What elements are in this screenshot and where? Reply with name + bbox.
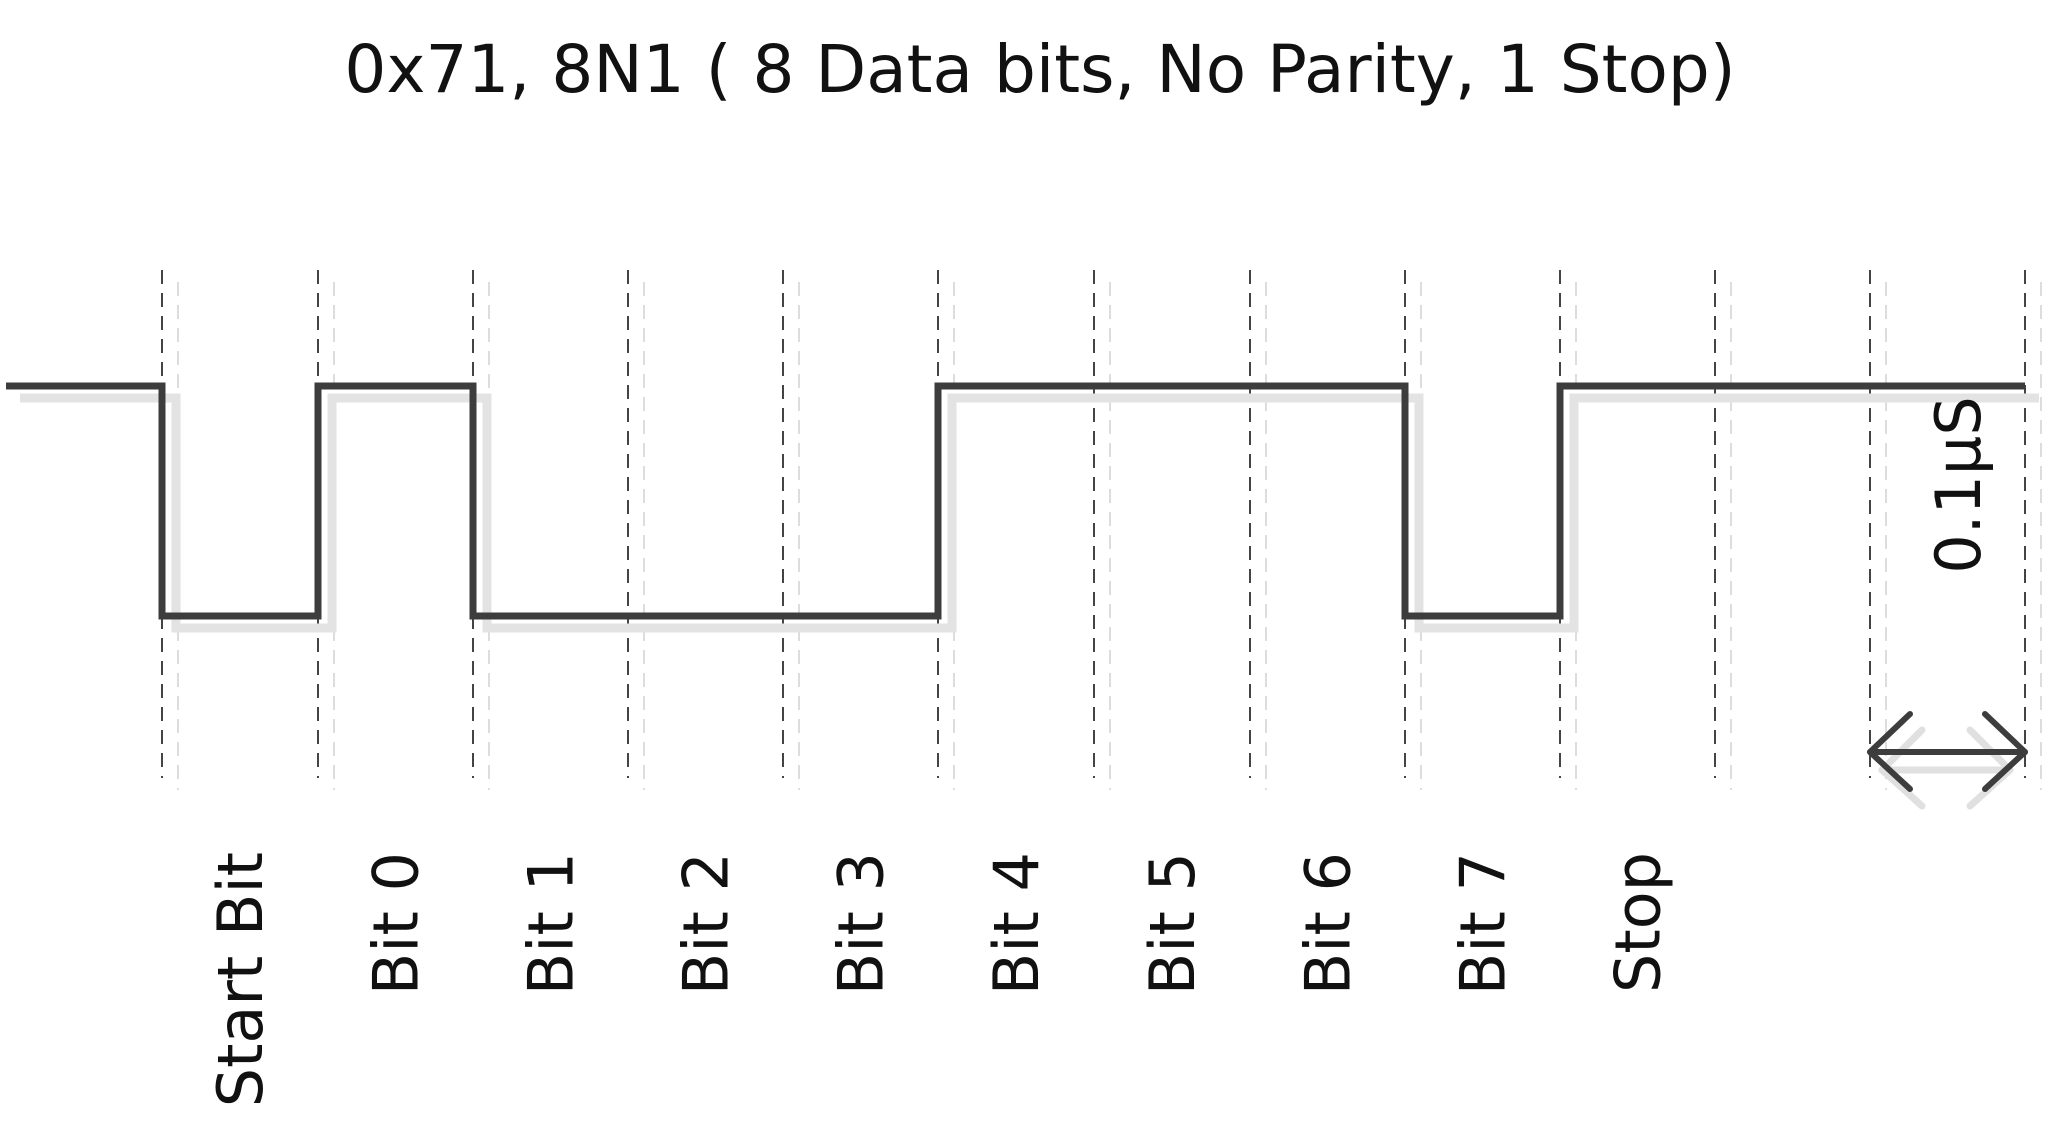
scale-arrow-right-head bbox=[1982, 711, 2028, 792]
time-scale-label: 0.1µS bbox=[1922, 396, 1995, 573]
time-scale-arrow bbox=[1867, 711, 2028, 810]
bit-boundary-grid bbox=[161, 270, 2026, 778]
diagram-title: 0x71, 8N1 ( 8 Data bits, No Parity, 1 St… bbox=[344, 31, 1735, 108]
bit-label: Start Bit bbox=[204, 852, 277, 1107]
arrow-shadow bbox=[1878, 726, 2014, 810]
bit-label: Stop bbox=[1602, 852, 1675, 993]
bit-label: Bit 6 bbox=[1292, 852, 1365, 995]
bit-labels: Start Bit Bit 0 Bit 1 Bit 2 Bit 3 Bit 4 Bit 5 B… bbox=[204, 852, 1675, 1107]
uart-waveform bbox=[6, 382, 2025, 620]
grid-shadows bbox=[177, 282, 2042, 790]
bit-label: Bit 1 bbox=[515, 852, 588, 995]
bit-label: Bit 5 bbox=[1136, 852, 1209, 995]
bit-label: Bit 3 bbox=[825, 852, 898, 995]
waveform-shadow bbox=[20, 393, 2039, 633]
scale-arrow-left-head bbox=[1867, 711, 1913, 792]
bit-label: Bit 7 bbox=[1447, 852, 1520, 995]
bit-label: Bit 2 bbox=[670, 852, 743, 995]
bit-label: Bit 4 bbox=[980, 852, 1053, 995]
bit-label: Bit 0 bbox=[360, 852, 433, 995]
